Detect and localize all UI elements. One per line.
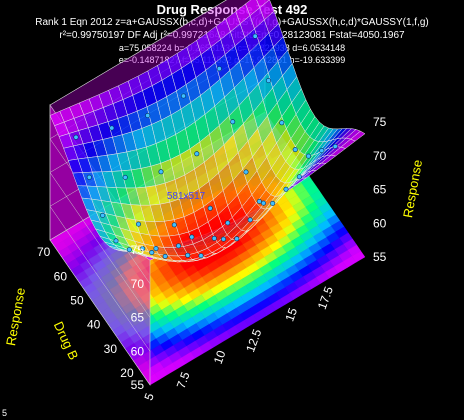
z-tick-left: 60 — [131, 344, 145, 358]
data-point — [153, 246, 159, 252]
data-point — [100, 212, 106, 218]
data-point — [126, 247, 132, 253]
data-point — [176, 243, 182, 249]
data-point — [185, 252, 191, 258]
z-tick-right: 65 — [373, 183, 387, 197]
data-point — [230, 119, 236, 125]
y-tick: 20 — [120, 366, 134, 380]
data-point — [198, 253, 204, 259]
data-point — [256, 198, 262, 204]
surface-cell — [350, 130, 366, 142]
data-point — [194, 151, 200, 157]
data-point — [225, 220, 231, 226]
z-tick-right: 75 — [373, 115, 387, 129]
data-point — [136, 221, 142, 227]
y-tick: 60 — [54, 269, 68, 283]
size-annotation: 581x517 — [167, 191, 206, 202]
data-point — [216, 66, 222, 72]
x-tick: 12.5 — [243, 327, 264, 354]
data-point — [234, 236, 240, 242]
data-point — [265, 78, 271, 84]
x-tick: 10 — [211, 348, 229, 366]
corner-mark: 5 — [2, 408, 7, 418]
data-point — [296, 174, 302, 180]
fitted-surface — [49, 0, 366, 263]
data-point — [109, 125, 115, 131]
data-point — [207, 205, 213, 211]
data-point — [86, 174, 92, 180]
z-tick-left: 75 — [131, 243, 145, 257]
z-tick-left: 65 — [131, 311, 145, 325]
data-point — [73, 134, 79, 140]
data-point — [332, 143, 338, 149]
data-point — [189, 234, 195, 240]
z-tick-left: 55 — [131, 378, 145, 392]
y-axis-label: Drug B — [51, 319, 82, 362]
y-tick: 30 — [104, 342, 118, 356]
z-tick-right: 70 — [373, 149, 387, 163]
data-point — [260, 200, 266, 206]
data-point — [292, 147, 298, 153]
data-point — [252, 33, 258, 39]
y-tick: 50 — [70, 293, 84, 307]
data-point — [305, 153, 311, 159]
data-point — [162, 253, 168, 259]
data-point — [270, 200, 276, 206]
x-tick: 5 — [141, 391, 157, 402]
x-tick: 17.5 — [315, 284, 336, 311]
data-point — [279, 120, 285, 126]
z-axis-label-left: Response — [3, 287, 28, 347]
data-point — [211, 235, 217, 241]
data-point — [171, 222, 177, 228]
data-point — [247, 217, 253, 223]
data-point — [122, 174, 128, 180]
data-point — [181, 93, 187, 99]
data-point — [221, 236, 227, 242]
y-tick: 40 — [87, 318, 101, 332]
data-point — [319, 148, 325, 154]
data-point — [145, 113, 151, 119]
data-point — [113, 238, 119, 244]
data-point — [243, 169, 249, 175]
z-tick-left: 70 — [131, 277, 145, 291]
z-tick-right: 55 — [373, 250, 387, 264]
data-point — [158, 169, 164, 175]
data-points — [73, 33, 338, 259]
data-point — [283, 186, 289, 192]
y-tick: 70 — [37, 245, 51, 259]
data-point — [149, 250, 155, 256]
x-tick: 7.5 — [174, 370, 193, 391]
x-tick: 15 — [282, 306, 300, 324]
data-point — [140, 246, 146, 252]
z-tick-right: 60 — [373, 216, 387, 230]
z-axis-label-right: Response — [400, 159, 425, 219]
